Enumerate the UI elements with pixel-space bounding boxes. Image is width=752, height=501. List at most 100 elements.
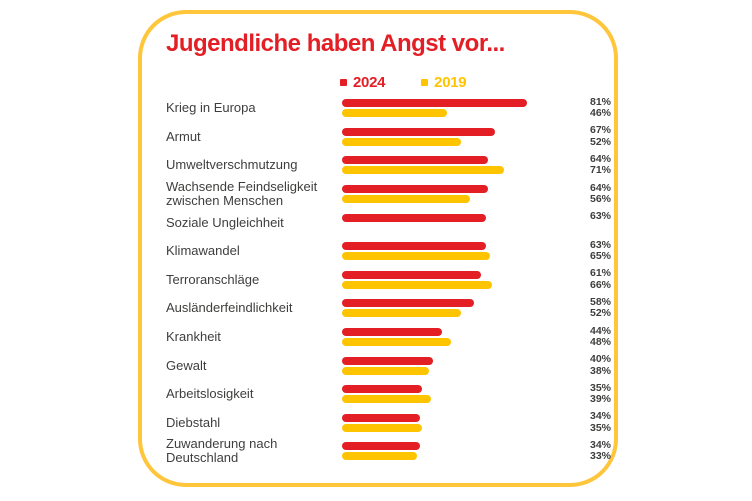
- value-2019: 71%: [590, 164, 612, 177]
- value-labels: 61% 66%: [590, 268, 611, 291]
- value-2024: 64%: [590, 152, 612, 165]
- bar-2024: [342, 156, 488, 165]
- bar-2019: [342, 366, 429, 375]
- legend-label-2019: 2019: [434, 74, 467, 91]
- bar-2024: [342, 442, 420, 451]
- value-labels: 40% 38%: [590, 354, 611, 377]
- bar-2019: [342, 195, 470, 204]
- bar-group: [342, 442, 570, 461]
- value-2019: 52%: [590, 307, 612, 320]
- category-label: Ausländerfeindlichkeit: [166, 300, 293, 316]
- infographic-card: Jugendliche haben Angst vor... 2024 2019…: [138, 10, 618, 487]
- value-2019: 52%: [590, 135, 612, 148]
- bar-2019: [342, 423, 422, 432]
- bar-2019: [342, 309, 461, 318]
- bar-group: [342, 213, 570, 232]
- bar-2024: [342, 213, 486, 222]
- bar-group: [342, 356, 570, 375]
- chart-row: Umweltverschmutzung 64% 71%: [166, 151, 611, 180]
- value-2024: 61%: [590, 267, 612, 280]
- bar-group: [342, 242, 570, 261]
- value-labels: 34% 35%: [590, 411, 611, 434]
- category-label: Diebstahl: [166, 414, 221, 430]
- chart-row: Soziale Ungleichheit 63%: [166, 208, 611, 237]
- bar-2024: [342, 185, 488, 194]
- chart-legend: 2024 2019: [340, 74, 467, 91]
- value-2024: 67%: [590, 124, 612, 137]
- bar-group: [342, 385, 570, 404]
- chart-row: Klimawandel 63% 65%: [166, 237, 611, 266]
- category-label: Soziale Ungleichheit: [166, 214, 284, 230]
- value-2019: 35%: [590, 421, 612, 434]
- value-2019: 33%: [590, 450, 612, 463]
- value-2024: 34%: [590, 438, 612, 451]
- bar-group: [342, 99, 570, 118]
- bar-2024: [342, 127, 495, 136]
- chart-row: Diebstahl 34% 35%: [166, 409, 611, 438]
- category-label: Krankheit: [166, 329, 221, 345]
- value-2024: 58%: [590, 295, 612, 308]
- bar-2019: [342, 137, 461, 146]
- bar-2019: [342, 109, 447, 118]
- category-label: Gewalt: [166, 357, 207, 373]
- category-label: Umweltverschmutzung: [166, 157, 298, 173]
- chart-row: Armut 67% 52%: [166, 123, 611, 152]
- bar-2024: [342, 328, 443, 337]
- bar-group: [342, 299, 570, 318]
- bar-2024: [342, 270, 482, 279]
- value-2019: [590, 223, 611, 235]
- value-2019: 66%: [590, 278, 612, 291]
- chart-row: Krankheit 44% 48%: [166, 323, 611, 352]
- value-2019: 39%: [590, 393, 612, 406]
- value-2019: 38%: [590, 364, 612, 377]
- value-labels: 44% 48%: [590, 325, 611, 349]
- value-labels: 64% 71%: [590, 152, 612, 177]
- legend-label-2024: 2024: [353, 74, 386, 91]
- chart-row: Arbeitslosigkeit 35% 39%: [166, 380, 611, 409]
- category-label: Armut: [166, 128, 201, 144]
- value-2024: 40%: [590, 353, 612, 366]
- value-2019: 65%: [590, 250, 612, 263]
- category-label: Zuwanderung nach Deutschland: [166, 436, 278, 466]
- legend-item-2024: 2024: [340, 74, 385, 91]
- bar-group: [342, 127, 570, 146]
- value-labels: 67% 52%: [590, 125, 611, 148]
- bar-2024: [342, 242, 486, 251]
- value-labels: 35% 39%: [590, 381, 612, 406]
- bar-group: [342, 156, 570, 175]
- chart-row: Wachsende Feindseligkeit zwischen Mensch…: [166, 180, 611, 209]
- value-2024: 63%: [590, 238, 612, 251]
- legend-item-2019: 2019: [421, 74, 467, 91]
- bar-group: [342, 328, 570, 347]
- legend-swatch-2019-icon: [421, 79, 429, 86]
- bar-group: [342, 270, 570, 289]
- bar-2024: [342, 385, 422, 394]
- bar-2019: [342, 252, 491, 261]
- bar-2024: [342, 299, 475, 308]
- category-label: Arbeitslosigkeit: [166, 386, 254, 402]
- bar-2019: [342, 452, 418, 461]
- chart-row: Gewalt 40% 38%: [166, 351, 611, 380]
- bar-group: [342, 185, 570, 204]
- bar-group: [342, 413, 570, 432]
- chart-row: Krieg in Europa 81% 46%: [166, 94, 611, 123]
- category-label: Krieg in Europa: [166, 100, 256, 116]
- value-2024: 81%: [590, 95, 612, 108]
- value-2024: 35%: [590, 381, 612, 394]
- value-2019: 56%: [590, 193, 612, 206]
- bar-2024: [342, 356, 434, 365]
- value-labels: 63%: [590, 211, 611, 234]
- bar-2019: [342, 338, 452, 347]
- value-labels: 63% 65%: [590, 238, 612, 263]
- bar-2019: [342, 166, 504, 175]
- chart-row: Terroranschläge 61% 66%: [166, 266, 611, 295]
- chart-row: Ausländerfeindlichkeit 58% 52%: [166, 294, 611, 323]
- legend-swatch-2024-icon: [340, 79, 347, 86]
- bar-2024: [342, 413, 420, 422]
- value-labels: 64% 56%: [590, 182, 612, 206]
- chart-row: Zuwanderung nach Deutschland 34% 33%: [166, 436, 611, 466]
- value-2024: 63%: [590, 210, 612, 223]
- bar-2019: [342, 280, 493, 289]
- category-label: Klimawandel: [166, 243, 240, 259]
- category-label: Terroranschläge: [166, 271, 260, 287]
